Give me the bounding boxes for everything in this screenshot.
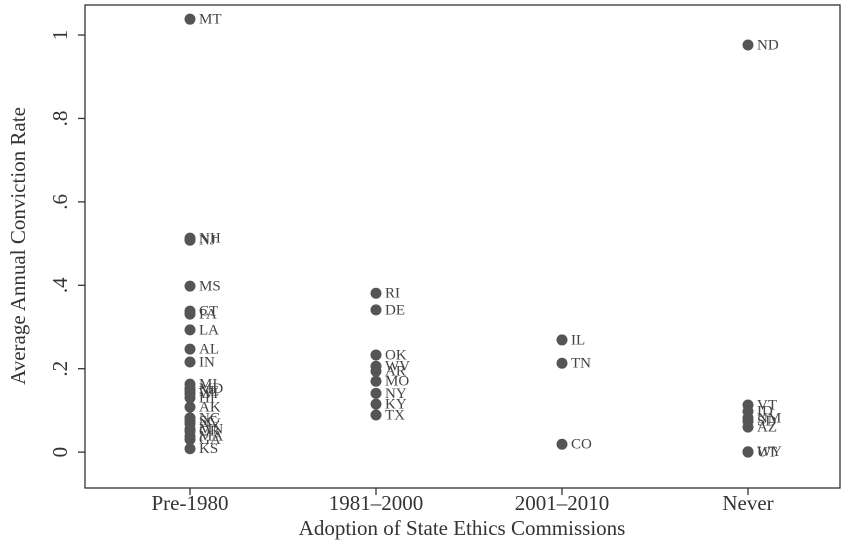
point <box>742 421 754 433</box>
x-tick-label: Never <box>722 491 773 515</box>
y-tick-label: .4 <box>48 277 72 293</box>
point-label: NY <box>385 386 407 402</box>
point <box>184 443 196 455</box>
point-label: SD <box>757 414 776 430</box>
point-label: TX <box>385 407 405 423</box>
point-label: HI <box>199 390 215 406</box>
point-label: AR <box>385 364 406 380</box>
point-label: ND <box>757 37 779 53</box>
point-label: GA <box>199 432 221 448</box>
point-label: MO <box>385 374 409 390</box>
point-label: LA <box>199 322 219 338</box>
y-tick-label: 0 <box>48 447 72 458</box>
point <box>184 356 196 368</box>
point-label: ID <box>757 404 773 420</box>
point-label: OK <box>385 347 407 363</box>
point-label: AZ <box>757 420 777 436</box>
point-label: NV <box>199 416 221 432</box>
point <box>370 375 382 387</box>
point <box>184 308 196 320</box>
x-tick-label: 2001–2010 <box>515 491 610 515</box>
point <box>370 409 382 421</box>
point-label: NM <box>757 410 781 426</box>
point-label: VT <box>757 397 777 413</box>
y-tick-label: .2 <box>48 361 72 377</box>
point-label: MN <box>199 422 223 438</box>
point-label: KS <box>199 441 218 457</box>
point-label: MI <box>199 377 217 393</box>
point-label: NE <box>199 383 219 399</box>
point <box>184 234 196 246</box>
x-tick-label: 1981–2000 <box>329 491 424 515</box>
point <box>184 324 196 336</box>
y-axis-title: Average Annual Conviction Rate <box>6 107 30 385</box>
point-label: KY <box>385 397 407 413</box>
point-label: IL <box>571 332 585 348</box>
point-label: DE <box>385 302 405 318</box>
point <box>370 349 382 361</box>
point-label: NC <box>199 410 220 426</box>
point-label: IN <box>199 354 215 370</box>
point-label: OR <box>199 424 220 440</box>
y-tick-label: 1 <box>48 30 72 41</box>
point <box>556 334 568 346</box>
point <box>370 287 382 299</box>
point <box>370 387 382 399</box>
y-tick-label: .6 <box>48 194 72 210</box>
x-tick-label: Pre-1980 <box>152 491 229 515</box>
point-label: TN <box>571 356 591 372</box>
point <box>370 398 382 410</box>
y-tick-label: .8 <box>48 111 72 127</box>
point-label: NJ <box>199 233 216 249</box>
point <box>370 365 382 377</box>
point-label: RI <box>385 286 400 302</box>
point-label: SC <box>199 413 217 429</box>
point <box>556 357 568 369</box>
point-label: PA <box>199 307 217 323</box>
point-label: NH <box>199 231 221 247</box>
point-label: MT <box>199 12 222 28</box>
point <box>184 392 196 404</box>
point-label: MS <box>199 279 221 295</box>
point-label: AL <box>199 342 219 358</box>
point-label: AK <box>199 400 221 416</box>
point-label: WI <box>199 386 218 402</box>
point <box>370 304 382 316</box>
point-label: UT <box>757 445 777 461</box>
point <box>556 438 568 450</box>
plot-frame <box>84 4 841 489</box>
point-label: WY <box>757 444 782 460</box>
point-label: MD <box>199 381 223 397</box>
point-label: MA <box>199 429 223 445</box>
point <box>742 446 754 458</box>
point <box>184 280 196 292</box>
point <box>184 343 196 355</box>
point <box>742 39 754 51</box>
x-axis-title: Adoption of State Ethics Commissions <box>299 516 626 540</box>
point-label: WV <box>385 359 410 375</box>
point <box>184 434 196 446</box>
point <box>184 13 196 25</box>
point <box>184 401 196 413</box>
point-label: CO <box>571 437 592 453</box>
point-label: CT <box>199 304 218 320</box>
